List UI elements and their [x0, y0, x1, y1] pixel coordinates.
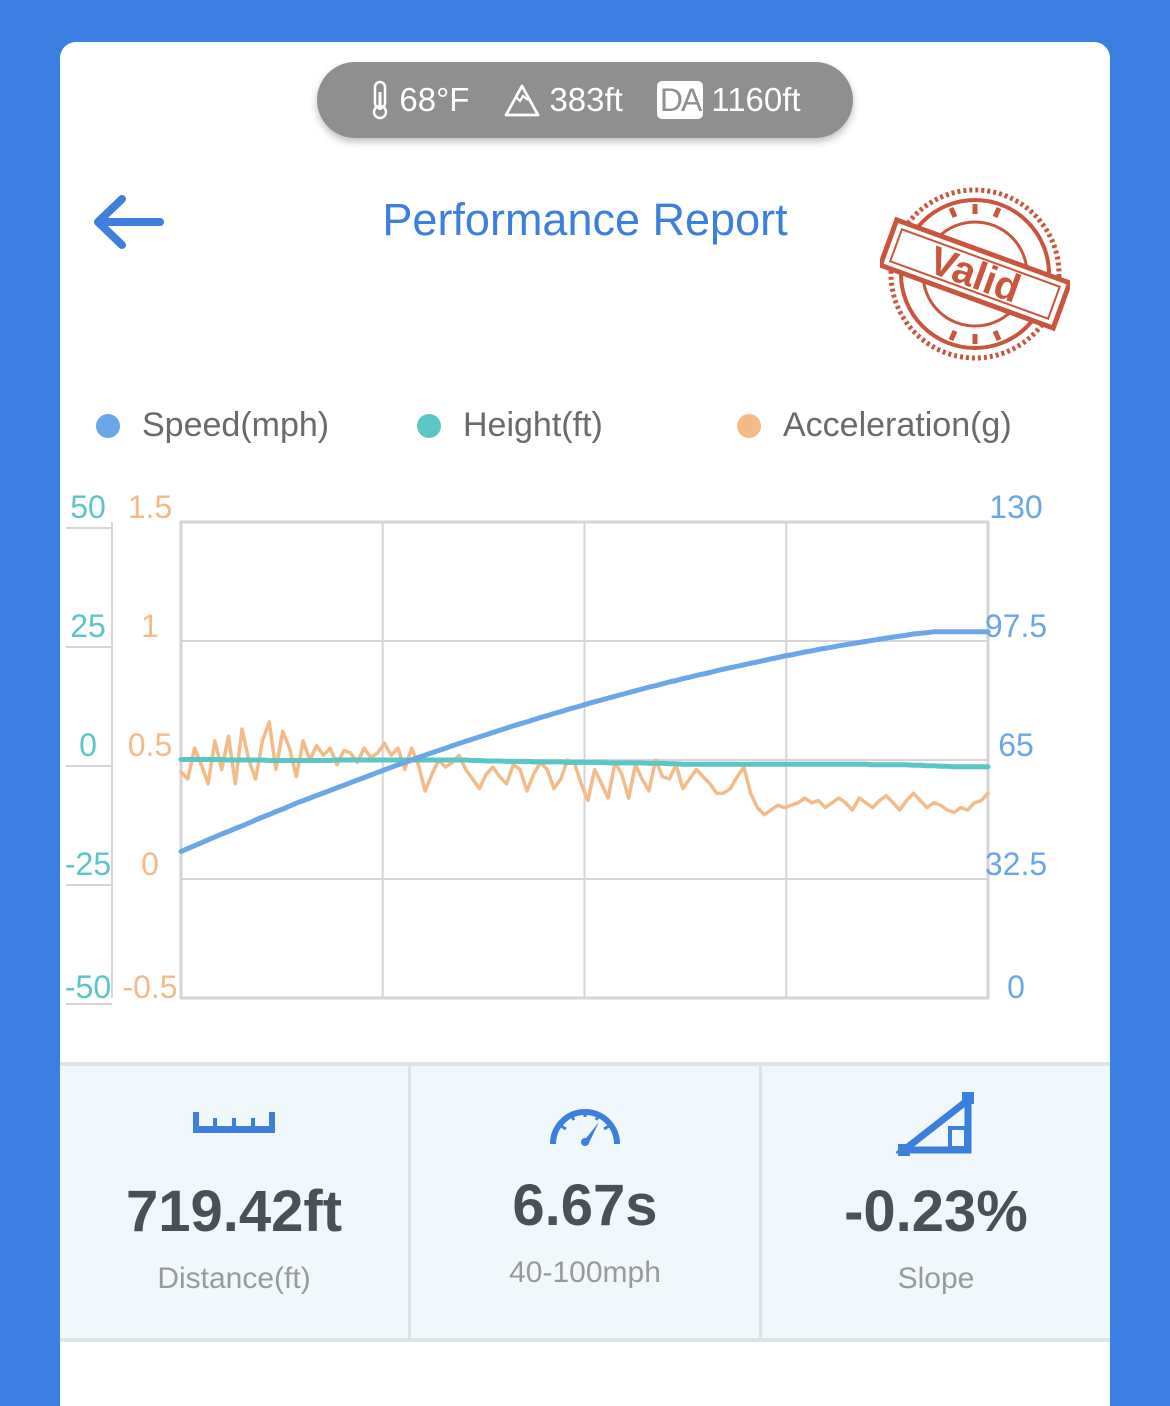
acceleration-line: [179, 720, 990, 817]
legend-acceleration[interactable]: Acceleration(g): [737, 406, 1012, 445]
arrow-left-icon: [94, 195, 164, 249]
stat-distance: 719.42ft Distance(ft): [60, 1066, 411, 1338]
acceleration-dot-icon: [737, 413, 761, 438]
left-inner-tick-label: 1.5: [128, 489, 172, 525]
right-tick-label: 65: [998, 727, 1034, 763]
speedometer-icon: [550, 1109, 620, 1146]
right-tick-label: 97.5: [985, 608, 1047, 644]
altitude-value: 383ft: [549, 81, 623, 118]
slope-label: Slope: [897, 1262, 975, 1295]
slope-icon: [896, 1092, 974, 1156]
left-inner-tick-label: -0.5: [122, 969, 177, 1005]
density-altitude-value: 1160ft: [711, 81, 801, 118]
height-dot-icon: [417, 413, 441, 438]
left-outer-tick-label: -50: [65, 969, 111, 1005]
distance-value: 719.42ft: [125, 1179, 343, 1244]
thermometer-icon: [373, 80, 388, 120]
density-altitude-readout: DA 1160ft: [656, 81, 801, 119]
chart-legend: Speed(mph) Height(ft) Acceleration(g): [60, 400, 1110, 450]
distance-label: Distance(ft): [157, 1262, 311, 1295]
stat-time: 6.67s 40-100mph: [411, 1066, 762, 1338]
ruler-icon: [193, 1112, 275, 1133]
mountain-icon: [505, 84, 540, 117]
right-tick-label: 130: [989, 489, 1042, 525]
speed-line: [178, 629, 991, 854]
speed-dot-icon: [96, 413, 120, 438]
valid-stamp: Valid: [880, 187, 1070, 361]
left-outer-tick-label: -25: [65, 846, 111, 882]
environment-pill: 68°F 383ft DA 1160ft: [317, 62, 853, 138]
page-title: Performance Report: [382, 194, 788, 245]
legend-height[interactable]: Height(ft): [417, 406, 603, 445]
right-tick-label: 0: [1007, 969, 1025, 1005]
da-badge: DA: [656, 81, 704, 119]
legend-speed-label: Speed(mph): [142, 406, 330, 444]
legend-acceleration-label: Acceleration(g): [783, 406, 1012, 444]
height-line: [178, 757, 991, 770]
left-outer-tick-label: 50: [70, 489, 106, 525]
stat-slope: -0.23% Slope: [762, 1066, 1110, 1338]
left-outer-tick-label: 25: [70, 608, 106, 644]
report-card: 68°F 383ft DA 1160ft Performance Report: [60, 42, 1110, 1406]
temperature-readout: 68°F: [369, 80, 469, 120]
left-inner-tick-label: 1: [141, 608, 159, 644]
left-inner-tick-label: 0: [141, 846, 159, 882]
left-outer-tick-label: 0: [79, 727, 97, 763]
right-tick-label: 32.5: [985, 846, 1047, 882]
back-button[interactable]: [88, 186, 168, 258]
altitude-readout: 383ft: [503, 81, 623, 119]
stats-panel: 719.42ft Distance(ft) 6.67s 40-100mph: [60, 1062, 1110, 1342]
temperature-value: 68°F: [399, 81, 470, 118]
slope-value: -0.23%: [844, 1179, 1028, 1244]
time-label: 40-100mph: [509, 1256, 661, 1289]
legend-height-label: Height(ft): [463, 406, 603, 444]
time-value: 6.67s: [512, 1173, 658, 1238]
left-inner-tick-label: 0.5: [128, 727, 172, 763]
legend-speed[interactable]: Speed(mph): [96, 406, 329, 445]
performance-chart: 50 25 0 -25 -50 1.5 1 0.5 0 -0.5 130 97.5 65 32.5 0: [65, 489, 1047, 1005]
